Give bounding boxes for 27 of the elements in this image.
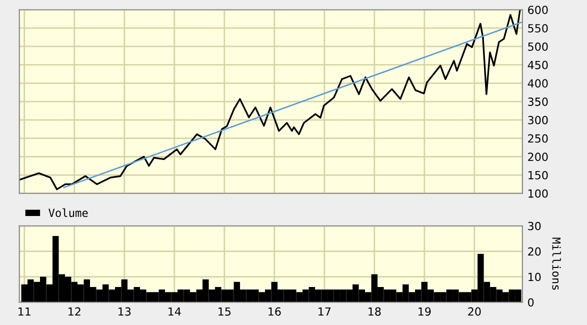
y-tick-label: 400: [528, 79, 548, 88]
y-axis-title: Millions: [552, 238, 561, 290]
y-tick-label: 30: [528, 222, 541, 230]
y-tick-label: 0: [528, 298, 534, 307]
y-tick-label: 10: [528, 272, 541, 282]
x-tick-label: 14: [168, 307, 181, 316]
y-tick-label: 200: [528, 152, 548, 162]
x-tick-label: 11: [18, 307, 30, 316]
x-tick-label: 15: [218, 307, 230, 316]
y-tick-label: 550: [528, 24, 548, 32]
x-tick-label: 12: [68, 307, 80, 316]
x-tick-label: 18: [368, 307, 381, 316]
x-tick-label: 16: [268, 307, 281, 316]
y-tick-label: 150: [528, 170, 548, 180]
x-tick-label: 19: [418, 307, 431, 316]
y-tick-label: 100: [528, 189, 548, 198]
y-tick-label: 500: [528, 42, 548, 51]
x-tick-label: 20: [468, 307, 481, 316]
legend-label: Volume: [48, 208, 88, 218]
y-tick-label: 350: [528, 98, 548, 106]
y-tick-label: 300: [528, 116, 548, 124]
y-tick-label: 600: [528, 6, 548, 14]
y-tick-label: 250: [528, 134, 548, 143]
y-tick-label: 450: [528, 60, 548, 70]
x-tick-label: 13: [118, 307, 131, 316]
x-tick-label: 17: [318, 307, 331, 316]
y-tick-label: 20: [528, 247, 541, 256]
